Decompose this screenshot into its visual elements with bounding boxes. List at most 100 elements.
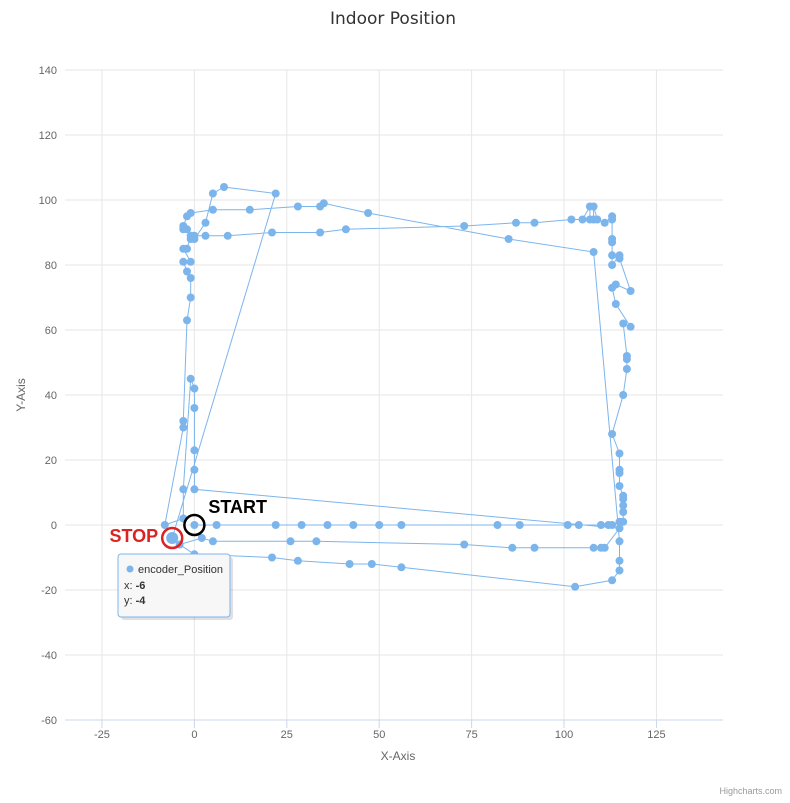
data-point[interactable]	[197, 534, 206, 542]
data-point[interactable]	[615, 251, 624, 260]
data-point[interactable]	[611, 280, 620, 289]
data-point[interactable]	[460, 222, 469, 230]
data-point[interactable]	[179, 485, 188, 494]
data-point[interactable]	[271, 521, 280, 529]
data-point[interactable]	[578, 215, 587, 224]
data-point[interactable]	[268, 553, 276, 562]
data-point[interactable]	[626, 322, 635, 331]
data-point[interactable]	[589, 248, 598, 256]
data-point[interactable]	[608, 212, 617, 221]
data-point[interactable]	[186, 374, 195, 383]
data-point[interactable]	[323, 521, 332, 529]
data-point[interactable]	[619, 508, 628, 516]
data-point[interactable]	[508, 543, 517, 552]
data-point[interactable]	[223, 231, 232, 240]
data-point[interactable]	[190, 465, 199, 474]
data-point[interactable]	[619, 517, 628, 526]
hovered-point[interactable]	[166, 532, 179, 544]
data-point[interactable]	[160, 521, 169, 529]
data-point[interactable]	[608, 430, 617, 438]
data-point[interactable]	[460, 540, 469, 549]
data-point[interactable]	[608, 576, 617, 585]
data-point[interactable]	[600, 218, 609, 227]
data-point[interactable]	[563, 521, 572, 529]
data-point[interactable]	[571, 582, 580, 591]
data-point[interactable]	[220, 183, 228, 191]
data-point[interactable]	[190, 521, 199, 529]
data-point[interactable]	[608, 261, 617, 269]
data-point[interactable]	[208, 189, 217, 198]
data-point[interactable]	[345, 560, 354, 568]
data-point[interactable]	[585, 202, 594, 211]
data-point[interactable]	[622, 352, 631, 360]
data-point[interactable]	[245, 205, 254, 214]
data-point[interactable]	[615, 537, 624, 546]
data-point[interactable]	[608, 251, 617, 260]
data-point[interactable]	[349, 521, 358, 529]
data-point[interactable]	[208, 205, 217, 214]
data-point[interactable]	[364, 209, 373, 217]
data-point[interactable]	[615, 449, 624, 458]
data-point[interactable]	[190, 384, 199, 393]
data-point[interactable]	[397, 521, 406, 529]
data-point[interactable]	[212, 521, 221, 529]
data-point[interactable]	[179, 417, 188, 425]
data-point[interactable]	[600, 543, 609, 552]
data-point[interactable]	[567, 215, 576, 224]
data-point[interactable]	[619, 501, 628, 510]
data-point[interactable]	[186, 209, 195, 217]
data-point[interactable]	[615, 524, 624, 533]
data-point[interactable]	[626, 287, 635, 295]
data-point[interactable]	[615, 556, 624, 565]
data-point[interactable]	[208, 537, 217, 546]
data-point[interactable]	[619, 319, 628, 328]
data-point[interactable]	[512, 218, 520, 227]
data-point[interactable]	[608, 235, 617, 243]
data-point[interactable]	[186, 257, 195, 266]
data-point[interactable]	[493, 521, 502, 529]
data-point[interactable]	[268, 228, 276, 237]
data-point[interactable]	[186, 274, 195, 282]
data-point[interactable]	[622, 365, 631, 373]
data-point[interactable]	[530, 543, 539, 552]
data-point[interactable]	[611, 300, 620, 308]
data-point[interactable]	[190, 446, 199, 455]
data-point[interactable]	[397, 563, 406, 572]
data-point[interactable]	[515, 521, 524, 529]
data-point[interactable]	[615, 566, 624, 575]
data-point[interactable]	[504, 235, 513, 243]
data-point[interactable]	[190, 404, 199, 412]
data-point[interactable]	[179, 257, 188, 266]
data-point[interactable]	[271, 189, 280, 198]
data-point[interactable]	[589, 543, 598, 552]
data-point[interactable]	[183, 316, 191, 325]
data-point[interactable]	[293, 556, 302, 565]
data-point[interactable]	[619, 391, 628, 399]
data-point[interactable]	[179, 423, 188, 432]
data-point[interactable]	[190, 235, 199, 243]
data-point[interactable]	[179, 222, 188, 230]
data-point[interactable]	[367, 560, 376, 568]
data-point[interactable]	[341, 225, 350, 234]
data-point[interactable]	[312, 537, 321, 546]
data-point[interactable]	[530, 218, 539, 227]
data-point[interactable]	[615, 465, 624, 474]
data-point[interactable]	[375, 521, 384, 529]
data-point[interactable]	[186, 293, 195, 302]
data-point[interactable]	[293, 202, 302, 211]
data-point[interactable]	[201, 218, 210, 227]
data-point[interactable]	[297, 521, 306, 529]
data-point[interactable]	[574, 521, 583, 529]
data-point[interactable]	[608, 521, 617, 529]
data-point[interactable]	[201, 231, 210, 240]
data-point[interactable]	[190, 485, 199, 494]
data-point[interactable]	[619, 491, 628, 500]
data-point[interactable]	[286, 537, 295, 546]
data-point[interactable]	[585, 215, 594, 224]
data-point[interactable]	[183, 267, 191, 276]
credits-link[interactable]: Highcharts.com	[719, 786, 782, 796]
data-point[interactable]	[597, 521, 605, 529]
data-point[interactable]	[183, 244, 191, 253]
data-point[interactable]	[319, 199, 328, 208]
data-point[interactable]	[316, 228, 325, 237]
